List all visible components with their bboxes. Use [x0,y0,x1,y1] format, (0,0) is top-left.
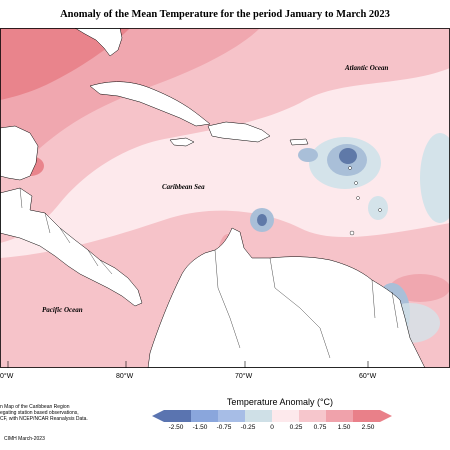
note-line: n Map of the Caribbean Region [0,404,70,410]
lon-label-2: 80°W [116,373,134,380]
legend-tick-label: 0.75 [313,424,327,431]
legend-title: Temperature Anomaly (°C) [226,397,334,407]
legend-color-segment [353,410,392,422]
anomaly-cool-antilles-core [339,148,357,164]
map-title: Anomaly of the Mean Temperature for the … [60,9,390,20]
map-note: n Map of the Caribbean Region egating st… [0,404,140,423]
land-cuba [89,81,211,127]
label-caribbean-sea: Caribbean Sea [162,183,205,191]
map-credit: CIMH March-2023 [4,436,45,442]
anomaly-cool-curacao-core [257,214,267,226]
legend-tick-label: -0.75 [216,424,232,431]
land-island-1 [348,166,352,170]
legend-tick-label: -0.25 [240,424,256,431]
lon-label-3: 70°W [235,373,253,380]
label-atlantic-ocean: Atlantic Ocean [344,64,388,72]
land-hispaniola [207,121,271,143]
legend-tick-label: -1.50 [192,424,208,431]
temperature-anomaly-map: Atlantic Ocean Caribbean Sea Pacific Oce… [0,28,450,368]
legend-tick-label: 1.50 [337,424,351,431]
land-jamaica [169,137,195,147]
land-puerto-rico [289,138,309,146]
land-south-america [147,227,426,368]
anomaly-cool-atlantic [420,133,450,223]
lon-label-1: 0°W [0,373,14,380]
land-central-america [0,187,143,307]
legend-tick-label: 2.50 [361,424,375,431]
legend-color-segment [245,410,272,422]
anomaly-band-max [0,28,130,100]
label-pacific-ocean: Pacific Ocean [42,306,83,314]
country-borders [19,187,399,359]
legend-tick-label: 0.25 [289,424,303,431]
land-florida [74,28,123,57]
land-island-4 [378,208,382,212]
legend-color-segment [299,410,326,422]
note-line: egating station based observations, [0,410,79,417]
legend-color-segment [272,410,299,422]
land-yucatan [0,125,39,181]
anomaly-cool-pr [298,148,318,162]
legend-color-segment [152,410,191,422]
legend-color-segment [191,410,218,422]
legend-colorbar [152,410,392,422]
legend-tick-label: -2.50 [168,424,184,431]
legend-tick-label: 0 [270,424,274,431]
lon-label-4: 60°W [359,373,377,380]
note-line: CF, with NCEP/NCAR Reanalysis Data. [0,416,88,423]
legend-color-segment [326,410,353,422]
land-island-3 [356,196,360,200]
land-island-2 [354,181,358,185]
anomaly-cool-islands [368,196,388,220]
legend-color-segment [218,410,245,422]
land-island-5 [349,230,355,236]
